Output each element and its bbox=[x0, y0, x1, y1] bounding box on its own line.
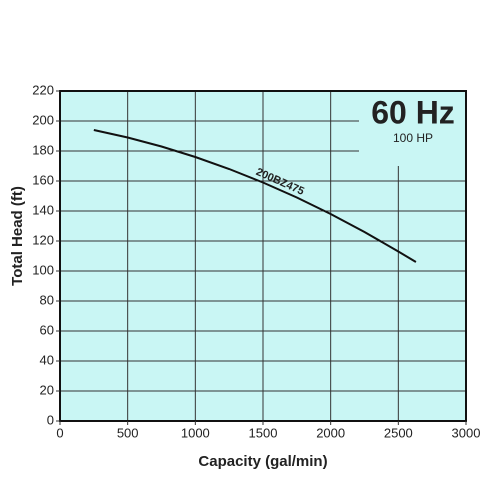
y-tick-label: 120 bbox=[32, 232, 54, 247]
y-tick-label: 20 bbox=[40, 382, 54, 397]
y-tick-label: 0 bbox=[47, 412, 54, 427]
y-tick-label: 160 bbox=[32, 172, 54, 187]
x-tick-label: 500 bbox=[117, 425, 139, 440]
y-tick-label: 220 bbox=[32, 82, 54, 97]
x-tick-label: 1500 bbox=[249, 425, 278, 440]
y-axis-title: Total Head (ft) bbox=[9, 186, 26, 286]
y-tick-label: 80 bbox=[40, 292, 54, 307]
x-tick-label: 1000 bbox=[181, 425, 210, 440]
y-tick-label: 200 bbox=[32, 112, 54, 127]
power-label: 100 HP bbox=[393, 131, 433, 145]
x-tick-label: 2500 bbox=[384, 425, 413, 440]
x-axis-title: Capacity (gal/min) bbox=[198, 453, 327, 470]
y-tick-label: 60 bbox=[40, 322, 54, 337]
x-tick-label: 0 bbox=[56, 425, 63, 440]
y-tick-label: 180 bbox=[32, 142, 54, 157]
y-tick-label: 40 bbox=[40, 352, 54, 367]
label-box bbox=[359, 92, 465, 166]
y-tick-label: 140 bbox=[32, 202, 54, 217]
y-tick-label: 100 bbox=[32, 262, 54, 277]
x-tick-label: 2000 bbox=[316, 425, 345, 440]
x-tick-label: 3000 bbox=[452, 425, 481, 440]
curve bbox=[93, 129, 417, 263]
frequency-label: 60 Hz bbox=[371, 94, 455, 130]
